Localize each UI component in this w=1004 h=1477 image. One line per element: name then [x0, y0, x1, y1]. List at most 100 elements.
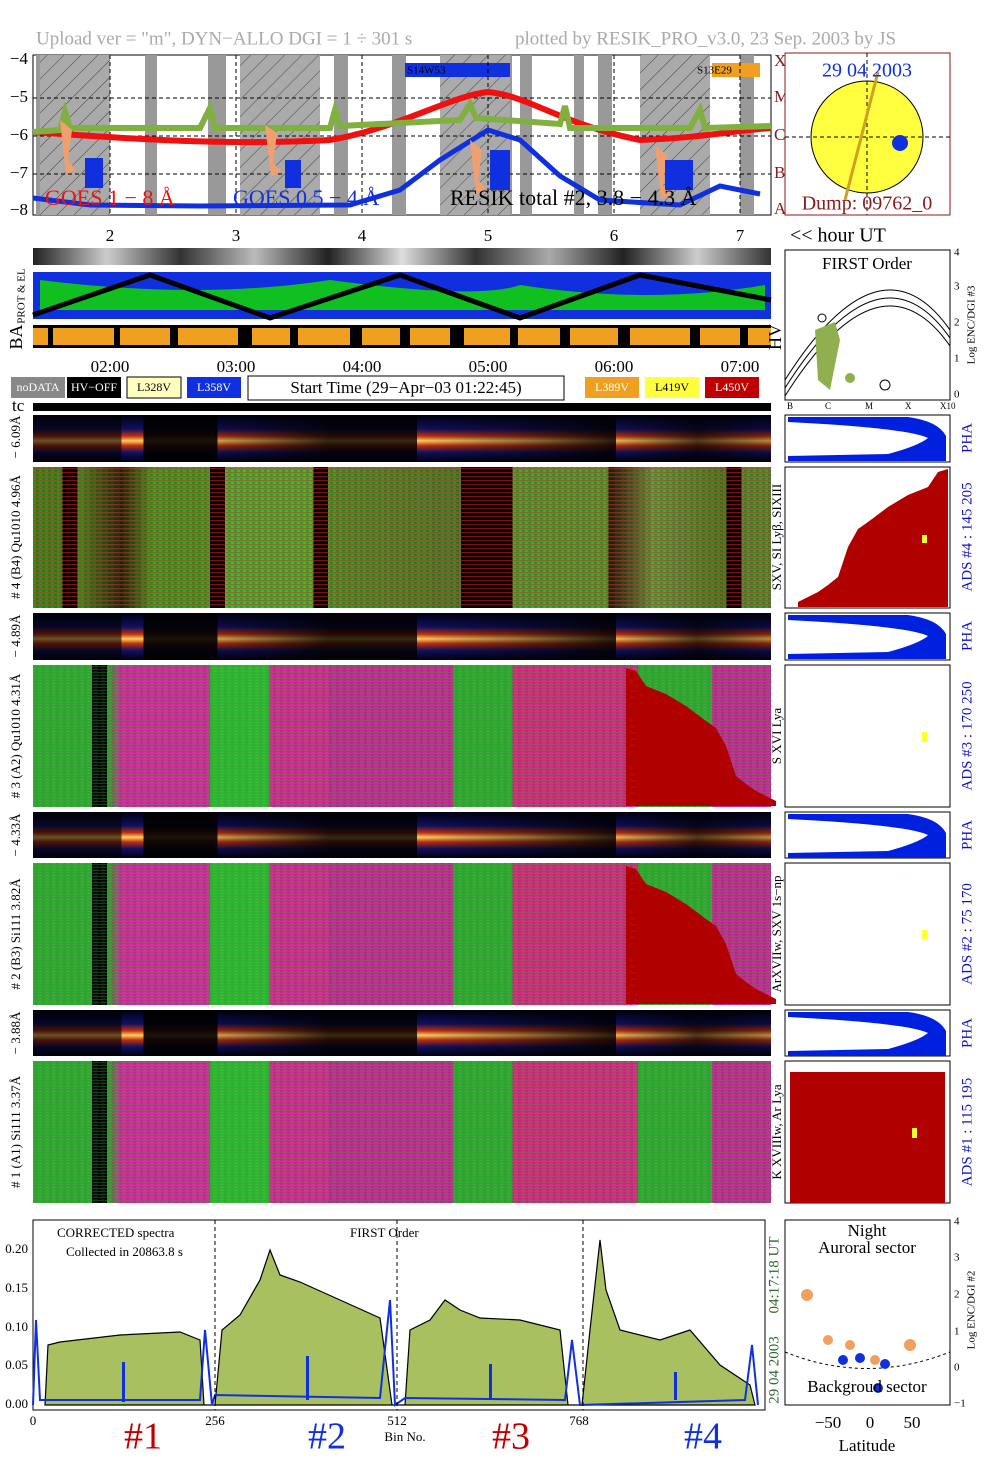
pha-tag: PHA — [959, 423, 975, 453]
line-label: SXV, SI Lyβ, SIXIII — [769, 484, 784, 590]
decor-rect — [585, 377, 639, 398]
decor-circle — [873, 1383, 883, 1393]
spectrum-time: 04:17:18 UT — [766, 1236, 782, 1313]
decor-rect — [33, 403, 771, 411]
decor-path — [32, 1299, 759, 1407]
x-tick-label: 512 — [387, 1413, 407, 1428]
pha-tag: PHA — [959, 820, 975, 850]
y-tick-label: 4 — [954, 1216, 960, 1228]
x-tick-label: 50 — [904, 1413, 921, 1432]
decor-g: 2 3 4 5 6 7 — [106, 226, 745, 245]
time-label: 02:00 — [91, 357, 130, 376]
decor-g: #1 #2 #3 #4 — [124, 1416, 722, 1458]
decor-g: 4 3 2 1 0 −1 Log ENC/DGI #2 — [954, 1216, 978, 1410]
decor-rect — [510, 325, 518, 348]
detector-label: #1 — [124, 1416, 162, 1458]
x-axis-label: Bin No. — [384, 1429, 425, 1444]
decor-rect — [126, 376, 182, 399]
decor-rect — [598, 55, 612, 215]
status-button: noDATA — [16, 380, 59, 394]
ads-label: ADS #4 : 145 205 — [959, 482, 975, 591]
decor-path — [44, 1239, 756, 1406]
decor-circle — [855, 1353, 865, 1363]
decor-rect — [618, 325, 630, 348]
x-tick-label: 0 — [30, 1413, 37, 1428]
decor-rect — [285, 160, 301, 188]
y-tick-label: 0 — [954, 389, 960, 401]
x-tick-label: 768 — [569, 1413, 589, 1428]
decor-rect — [405, 63, 510, 77]
decor-rect — [922, 930, 927, 939]
sun-date: 29 04 2003 — [822, 60, 912, 82]
decor-rect — [560, 325, 570, 348]
ads-label: ADS #3 : 170 250 — [959, 681, 975, 790]
decor-path — [784, 305, 951, 397]
y-tick-label: −8 — [10, 200, 28, 219]
x-axis-label: Latitude — [839, 1436, 896, 1455]
class-letter: C — [774, 125, 785, 144]
y-tick-label: −7 — [10, 163, 29, 182]
decor-g — [33, 612, 951, 808]
decor-rect — [690, 325, 700, 348]
decor-rect — [912, 1128, 917, 1138]
decor-g — [214, 1220, 584, 1410]
x-tick-label: C — [825, 401, 831, 411]
decor-rect — [922, 535, 927, 543]
decor-path — [784, 289, 951, 381]
decor-rect — [574, 55, 584, 215]
hour-label: 4 — [358, 226, 367, 245]
decor-rect — [33, 812, 771, 858]
decor-rect — [400, 325, 410, 348]
status-button: HV−OFF — [71, 380, 117, 394]
y-tick-label: 0.00 — [5, 1396, 28, 1411]
decor-circle — [880, 1359, 890, 1369]
decor-rect — [306, 1356, 309, 1400]
decor-rect — [712, 63, 760, 77]
line-label: K XVIIIw, Ar Lya — [769, 1084, 784, 1179]
decor-rect — [520, 55, 532, 215]
hour-label: 3 — [232, 226, 241, 245]
region-label: S14W53 — [407, 65, 446, 77]
dump-label: Dump: 09762_0 — [802, 193, 933, 215]
hour-label: 5 — [484, 226, 493, 245]
decor-rect — [48, 325, 53, 348]
decor-path — [32, 272, 772, 321]
decor-rect — [33, 1010, 771, 1056]
time-label: 04:00 — [343, 357, 382, 376]
decor-rect — [208, 55, 226, 215]
decor-circle — [817, 313, 827, 323]
strip-label: PROT & EL — [16, 268, 28, 324]
legend-entry: GOES 1 − 8 Å — [45, 185, 175, 210]
decor-g — [122, 1356, 677, 1402]
decor-rect — [170, 325, 178, 348]
decor-rect — [784, 1219, 951, 1406]
plot-title: FIRST Order — [822, 254, 912, 273]
line-label: S XVI Lya — [769, 708, 784, 765]
detector-label: #3 — [492, 1416, 530, 1458]
hour-label: 6 — [610, 226, 619, 245]
decor-path — [784, 297, 951, 389]
decor-circle — [870, 1355, 880, 1365]
decor-path — [815, 322, 840, 390]
decor-g: X M C B A — [774, 51, 789, 218]
decor-rect — [290, 325, 298, 348]
decor-circle — [904, 1339, 916, 1351]
decor-circle — [838, 1355, 848, 1365]
decor-rect — [85, 158, 103, 188]
class-letter: A — [774, 199, 787, 218]
decor-g: 0 1 2 3 4 Log ENC/DGI #3 B C M X X10 — [787, 247, 978, 412]
decor-g: 02:00 03:00 04:00 05:00 06:00 07:00 — [91, 357, 760, 376]
y-tick-label: 1 — [954, 353, 960, 365]
class-letter: B — [774, 163, 785, 182]
x-tick-label: M — [865, 401, 873, 411]
y-tick-label: 2 — [954, 317, 960, 329]
decor-rect — [490, 150, 510, 190]
plot-title: Auroral sector — [818, 1238, 916, 1257]
decor-rect — [33, 1061, 771, 1203]
decor-rect — [705, 377, 759, 398]
status-button: L389V — [595, 380, 629, 394]
decor-path — [784, 1351, 951, 1369]
decor-g: −50 0 50 Latitude — [815, 1413, 921, 1455]
decor-circle — [801, 1289, 813, 1301]
decor-rect — [350, 325, 362, 348]
